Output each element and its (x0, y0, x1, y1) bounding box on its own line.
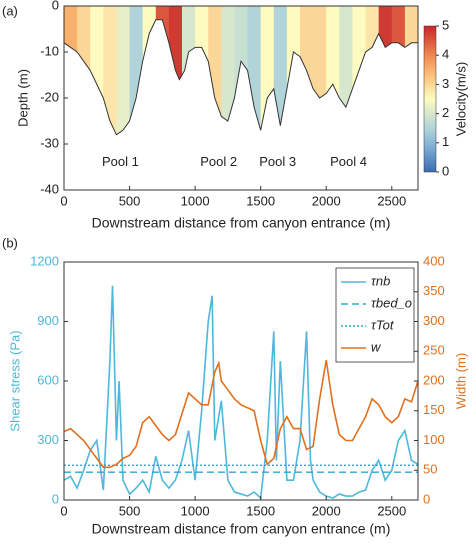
x-tick-label: 2000 (312, 503, 341, 518)
x-tick-label: 500 (119, 193, 141, 208)
y-tick-label: 150 (423, 402, 445, 417)
velocity-cell (155, 6, 170, 135)
legend (335, 267, 415, 363)
panel-label: (b) (2, 235, 18, 250)
y-tick-label: 0 (423, 491, 430, 506)
velocity-cell (221, 6, 235, 135)
velocity-cell (300, 6, 314, 135)
x-tick-label: 1500 (246, 193, 275, 208)
y-tick-label: 300 (423, 313, 445, 328)
y-axis-label: Shear stress (Pa) (7, 330, 22, 431)
y-tick-label: 50 (423, 462, 437, 477)
velocity-cell (103, 6, 117, 135)
series-line (63, 360, 419, 469)
annotation: Pool 2 (200, 154, 237, 169)
colorbar-tick-label: 0 (442, 163, 449, 178)
colorbar-tick-label: 1 (442, 134, 449, 149)
y-tick-label: 300 (37, 432, 59, 447)
velocity-cell (77, 6, 91, 135)
velocity-cell (116, 6, 131, 135)
velocity-cell (168, 6, 183, 135)
annotation: Pool 4 (330, 154, 367, 169)
y-tick-label: 350 (423, 283, 445, 298)
velocity-cell (182, 6, 196, 135)
x-tick-label: 2500 (377, 193, 406, 208)
panel-label: (a) (2, 3, 18, 18)
y-tick-label: 0 (52, 491, 59, 506)
colorbar-tick-label: 2 (442, 105, 449, 120)
y2-axis-label: Width (m) (453, 353, 468, 409)
x-tick-label: 0 (60, 193, 67, 208)
colorbar (423, 25, 437, 173)
x-tick-label: 0 (60, 503, 67, 518)
x-tick-label: 500 (119, 503, 141, 518)
x-axis-label: Downstream distance from canyon entrance… (92, 521, 391, 537)
y-tick-label: -40 (40, 181, 59, 196)
annotation: Pool 1 (102, 154, 139, 169)
colorbar-tick-label: 3 (442, 76, 449, 91)
legend-label: τbed_o (371, 295, 412, 310)
legend-label: w (371, 339, 382, 354)
x-tick-label: 1000 (181, 193, 210, 208)
x-tick-label: 2000 (312, 193, 341, 208)
y-tick-label: -20 (40, 89, 59, 104)
velocity-cell (378, 6, 393, 135)
y-axis-label: Depth (m) (15, 69, 30, 127)
legend-label: τnb (371, 273, 390, 288)
colorbar-tick-label: 4 (442, 47, 449, 62)
x-tick-label: 1000 (181, 503, 210, 518)
colorbar-tick-label: 5 (442, 17, 449, 32)
bed-profile (63, 19, 418, 136)
velocity-cell (391, 6, 406, 135)
y-tick-label: 250 (423, 343, 445, 358)
y-tick-label: 1200 (30, 253, 59, 268)
velocity-cell (404, 6, 418, 135)
y-tick-label: -10 (40, 43, 59, 58)
colorbar-label: Velocity(m/s) (453, 62, 468, 136)
series-line (63, 285, 419, 500)
x-tick-label: 2500 (377, 503, 406, 518)
y-tick-label: 900 (37, 313, 59, 328)
y-tick-label: -30 (40, 135, 59, 150)
x-tick-label: 1500 (246, 503, 275, 518)
x-axis-label: Downstream distance from canyon entrance… (92, 215, 391, 231)
annotation: Pool 3 (259, 154, 296, 169)
legend-label: τTot (371, 317, 395, 332)
y-tick-label: 200 (423, 372, 445, 387)
y-tick-label: 0 (52, 0, 59, 12)
y-tick-label: 100 (423, 432, 445, 447)
y-tick-label: 400 (423, 253, 445, 268)
velocity-cell (365, 6, 380, 135)
y-tick-label: 600 (37, 372, 59, 387)
